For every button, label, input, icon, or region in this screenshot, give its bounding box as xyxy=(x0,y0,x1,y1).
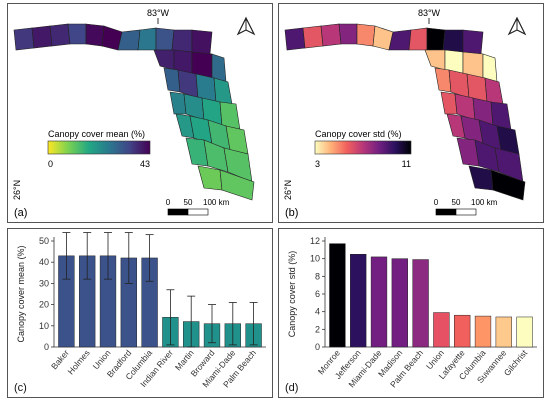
county-region xyxy=(490,169,526,201)
y-tick-label: 8 xyxy=(315,271,320,281)
x-tick-label: Holmes xyxy=(66,348,92,376)
panel-label: (a) xyxy=(14,207,27,219)
county-region xyxy=(49,23,71,47)
county-region xyxy=(484,77,504,105)
county-region xyxy=(302,25,324,49)
y-tick-label: 10 xyxy=(310,254,320,264)
map-svg-mean: 83°W 26°N Canopy cover mean (%) 0 43 0 5… xyxy=(12,8,256,219)
bar-chart-panel-mean: 0 10 20 30 40 50 Canopy cover mean (%) Baker Hol… xyxy=(7,228,273,398)
map-counties xyxy=(284,23,526,201)
county-region xyxy=(153,49,175,71)
y-tick-label: 6 xyxy=(315,289,320,299)
bar xyxy=(474,315,492,348)
y-tick-label: 10 xyxy=(39,321,49,331)
county-region xyxy=(13,27,35,51)
y-tick-label: 0 xyxy=(44,342,49,352)
y-tick-label: 50 xyxy=(39,236,49,246)
scale-bar xyxy=(435,208,477,216)
map-counties xyxy=(13,23,255,201)
legend-colorbar xyxy=(314,140,412,155)
y-tick-label: 12 xyxy=(310,236,320,246)
scale-tick-50: 50 xyxy=(184,198,193,207)
meridian-label: 83°W xyxy=(418,8,441,18)
y-tick-label: 4 xyxy=(315,307,320,317)
map-panel-mean: 83°W 26°N Canopy cover mean (%) 0 43 0 5… xyxy=(7,3,273,223)
bar xyxy=(329,243,346,348)
county-region xyxy=(67,23,87,45)
county-region xyxy=(284,27,306,51)
legend-title: Canopy cover mean (%) xyxy=(48,129,145,139)
map-svg-std: 83°W 26°N Canopy cover std (%) 3 11 0 50… xyxy=(283,8,527,219)
y-tick-label: 30 xyxy=(39,278,49,288)
map-panel-std: 83°W 26°N Canopy cover std (%) 3 11 0 50… xyxy=(278,3,544,223)
county-region xyxy=(191,29,213,55)
county-region xyxy=(163,67,181,93)
scale-tick-0: 0 xyxy=(166,198,171,207)
scale-tick-100: 100 km xyxy=(203,198,230,207)
county-region xyxy=(462,29,484,55)
legend-min: 3 xyxy=(315,159,320,169)
legend-colorbar xyxy=(47,140,151,155)
county-region xyxy=(169,91,187,115)
y-tick-label: 20 xyxy=(39,300,49,310)
y-axis-label: Canopy cover std (%) xyxy=(287,251,297,338)
panel-label: (d) xyxy=(285,382,298,394)
bar xyxy=(412,259,429,348)
bar xyxy=(350,254,367,348)
county-region xyxy=(440,91,458,115)
county-region xyxy=(219,169,255,201)
county-region xyxy=(197,165,223,191)
bar-chart-panel-std: 0 2 4 6 8 10 12 Canopy cover std (%) Monroe Jeffe… xyxy=(278,228,544,398)
scale-tick-100: 100 km xyxy=(471,198,498,207)
county-region xyxy=(338,23,358,45)
y-tick-label: 0 xyxy=(315,342,320,352)
legend-min: 0 xyxy=(48,159,53,169)
county-region xyxy=(31,25,53,49)
county-region xyxy=(137,27,157,51)
county-region xyxy=(155,27,175,51)
county-region xyxy=(85,23,105,47)
county-region xyxy=(434,67,452,93)
county-region xyxy=(356,23,376,47)
scale-tick-0: 0 xyxy=(434,198,439,207)
legend-title: Canopy cover std (%) xyxy=(315,129,402,139)
county-region xyxy=(320,23,342,47)
county-region xyxy=(426,27,446,51)
county-region xyxy=(442,29,464,53)
parallel-label: 26°N xyxy=(12,180,22,200)
y-tick-label: 40 xyxy=(39,257,49,267)
legend-max: 11 xyxy=(402,159,411,169)
bar xyxy=(370,256,388,348)
north-arrow-icon xyxy=(236,16,256,36)
county-region xyxy=(408,27,428,51)
county-region xyxy=(424,49,446,71)
x-tick-label: Gilchrist xyxy=(502,347,530,377)
parallel-label: 26°N xyxy=(283,180,293,200)
north-arrow-icon xyxy=(507,16,527,36)
bar xyxy=(516,316,533,348)
county-region xyxy=(213,77,233,105)
county-region xyxy=(171,29,193,53)
bar xyxy=(433,312,450,348)
bar xyxy=(454,314,471,348)
bar xyxy=(495,316,512,348)
bar xyxy=(391,258,408,348)
legend-max: 43 xyxy=(140,159,150,169)
meridian-label: 83°W xyxy=(147,8,170,18)
scale-tick-50: 50 xyxy=(452,198,461,207)
y-tick-label: 2 xyxy=(315,324,320,334)
scale-bar xyxy=(167,208,209,216)
panel-label: (b) xyxy=(285,207,298,219)
y-axis-label: Canopy cover mean (%) xyxy=(16,245,26,342)
county-region xyxy=(468,165,494,191)
panel-label: (c) xyxy=(14,382,27,394)
